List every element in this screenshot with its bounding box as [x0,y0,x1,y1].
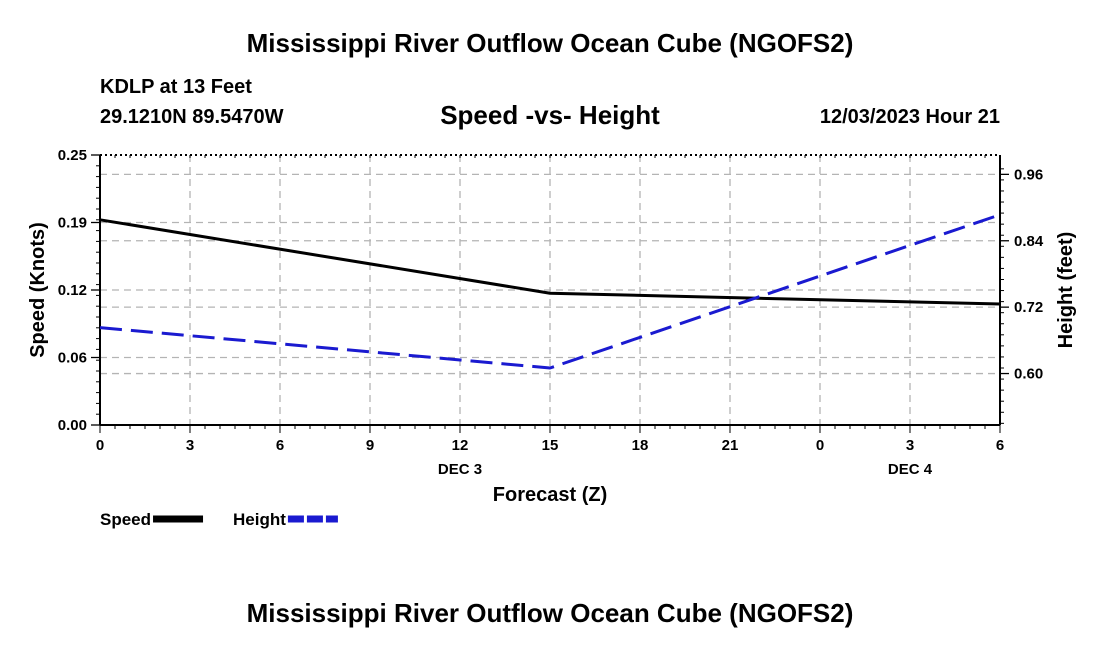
x-tick-label: 0 [96,437,104,454]
y-axis-title: Speed (Knots) [27,222,49,358]
y2-tick-label: 0.60 [1014,366,1043,383]
x-tick-label: 9 [366,437,374,454]
y-tick-label: 0.19 [58,215,87,232]
y2-axis-title: Height (feet) [1055,232,1077,349]
x-tick-label: 3 [186,437,194,454]
speed-series-line [99,218,1001,306]
coordinates-label: 29.1210N 89.5470W [100,106,284,128]
x-tick-label: 12 [452,437,469,454]
grid-lines [100,155,1000,425]
x-tick-label: 0 [816,437,824,454]
date-label: DEC 3 [438,461,482,478]
x-tick-label: 6 [276,437,284,454]
legend-label: Height [233,510,286,529]
axis-ticks [91,154,1009,433]
chart-title-repeat: Mississippi River Outflow Ocean Cube (NG… [246,598,854,628]
datetime-label: 12/03/2023 Hour 21 [819,106,1000,128]
x-axis-title: Forecast (Z) [493,484,607,506]
height-series-line [99,213,1001,370]
y-tick-label: 0.06 [58,350,87,367]
legend: Speed Height [100,510,338,529]
x-tick-label: 18 [632,437,649,454]
chart-subtitle: Speed -vs- Height [440,100,660,130]
y-tick-label: 0.12 [58,282,87,299]
y-tick-label: 0.25 [58,147,87,164]
x-tick-label: 21 [722,437,739,454]
y2-tick-label: 0.72 [1014,299,1043,316]
legend-label: Speed [100,510,151,529]
y2-tick-label: 0.84 [1014,233,1044,250]
series-layer [99,213,1001,370]
y2-tick-label: 0.96 [1014,166,1043,183]
y-tick-label: 0.00 [58,417,87,434]
station-label: KDLP at 13 Feet [100,76,252,98]
chart-title: Mississippi River Outflow Ocean Cube (NG… [246,28,854,58]
date-label: DEC 4 [888,461,933,478]
axis-labels: 0 3 6 9 12 15 18 21 0 3 6 DEC 3 DEC 4 0.00 0.06 0.12 0.1… [27,147,1077,506]
x-tick-label: 15 [542,437,559,454]
x-tick-label: 3 [906,437,914,454]
x-tick-label: 6 [996,437,1004,454]
